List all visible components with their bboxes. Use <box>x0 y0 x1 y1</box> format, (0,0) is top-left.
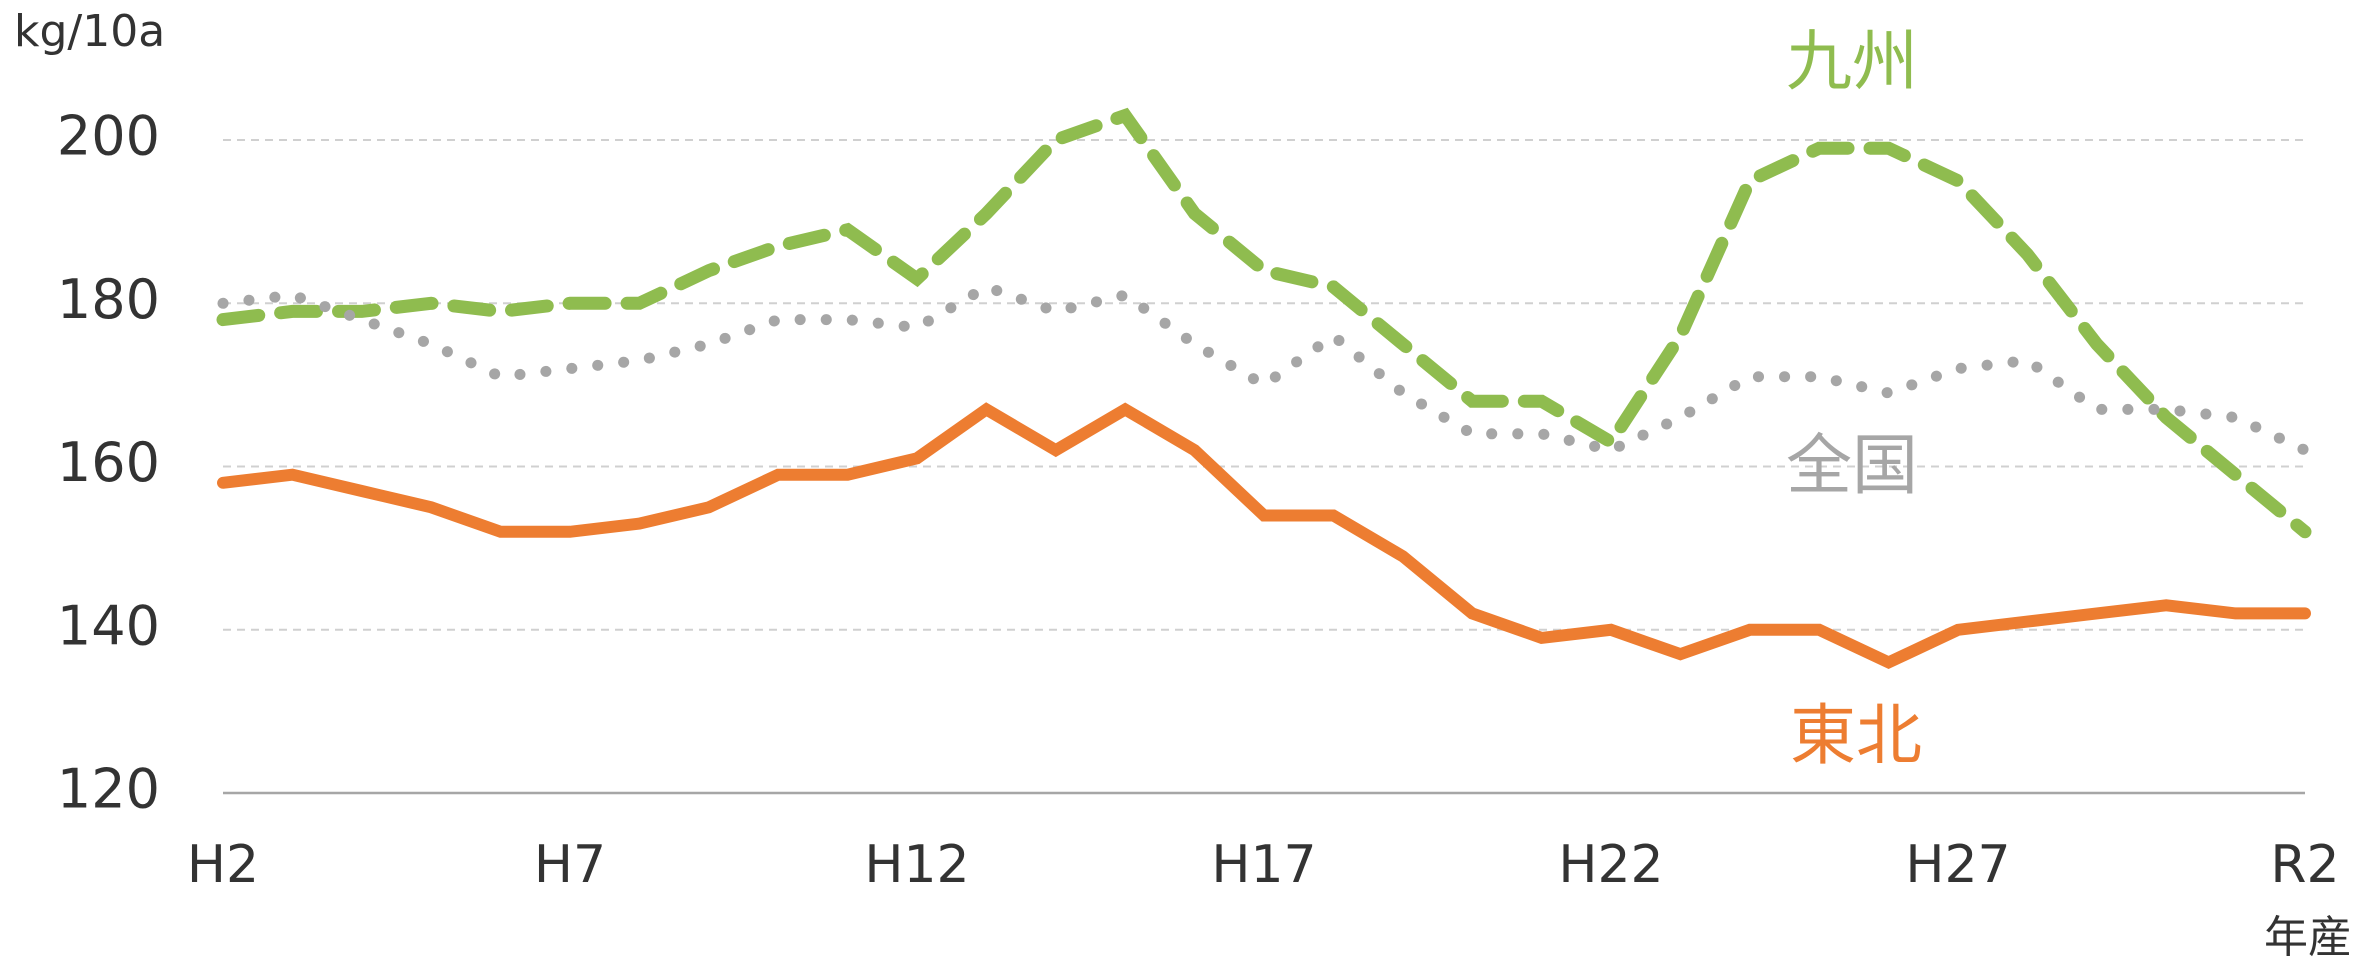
x-axis-label: 年産 <box>2264 912 2352 963</box>
x-tick-label: H17 <box>1211 835 1316 895</box>
y-tick-label: 160 <box>57 431 160 494</box>
x-tick-label: H22 <box>1558 835 1663 895</box>
y-tick-label: 120 <box>57 758 160 821</box>
y-axis-label: kg/10a <box>14 6 165 57</box>
series-label: 全国 <box>1786 427 1918 504</box>
x-tick-label: H7 <box>534 835 606 895</box>
x-tick-label: H27 <box>1905 835 2010 895</box>
series-label: 東北 <box>1790 697 1922 774</box>
series-line <box>217 402 2311 670</box>
series-label: 九州 <box>1786 23 1918 100</box>
x-tick-label: H2 <box>187 835 259 895</box>
x-tick-label: H12 <box>864 835 969 895</box>
y-tick-label: 180 <box>57 268 160 331</box>
series-line <box>216 107 2312 539</box>
y-tick-label: 200 <box>57 105 160 168</box>
y-tick-label: 140 <box>57 594 160 657</box>
series-line <box>217 280 2311 456</box>
x-tick-label: R2 <box>2270 835 2339 895</box>
